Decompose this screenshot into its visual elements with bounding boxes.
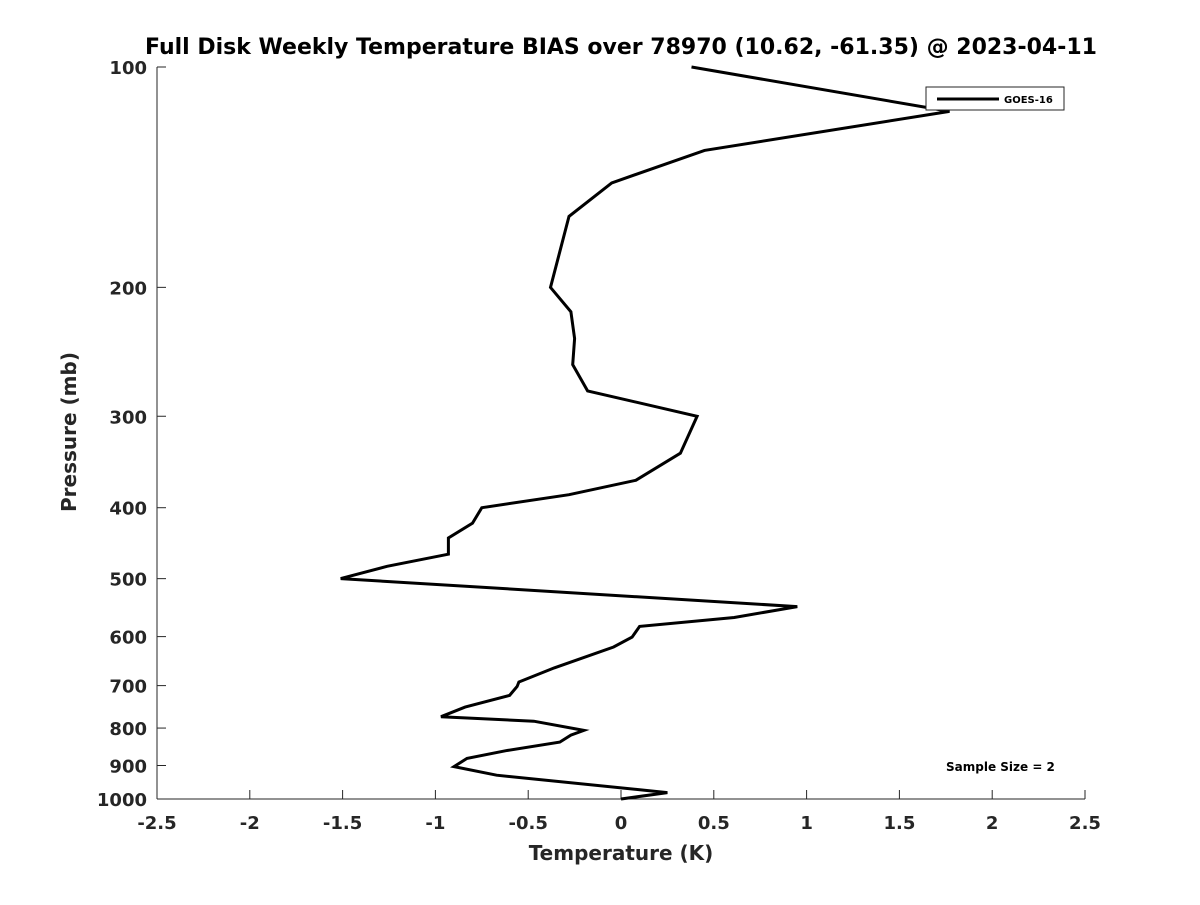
- legend-label-goes-16: GOES-16: [1004, 95, 1053, 106]
- x-axis-ticks: -2.5 -2 -1.5 -1 -0.5 0 0.5 1 1.5 2 2.5: [137, 790, 1101, 834]
- x-tick-label: -2: [240, 813, 260, 834]
- y-tick-label: 500: [109, 570, 147, 591]
- x-tick-label: 1.5: [883, 813, 915, 834]
- y-tick-label: 200: [109, 278, 147, 299]
- y-tick-label: 300: [109, 407, 147, 428]
- y-tick-label: 900: [109, 757, 147, 778]
- y-tick-label: 700: [109, 677, 147, 698]
- y-tick-label: 1000: [97, 790, 147, 811]
- x-axis-label: Temperature (K): [529, 841, 714, 865]
- y-tick-label: 600: [109, 628, 147, 649]
- x-tick-label: -1: [425, 813, 445, 834]
- legend: GOES-16: [925, 86, 1065, 111]
- y-tick-label: 400: [109, 499, 147, 520]
- x-tick-label: 2: [986, 813, 999, 834]
- x-tick-label: 1: [800, 813, 813, 834]
- x-tick-label: 0: [615, 813, 628, 834]
- sample-size-annotation: Sample Size = 2: [946, 760, 1055, 774]
- chart-title: Full Disk Weekly Temperature BIAS over 7…: [145, 35, 1097, 60]
- x-tick-label: 2.5: [1069, 813, 1101, 834]
- y-tick-label: 100: [109, 58, 147, 79]
- series-line-goes-16: [340, 65, 950, 801]
- x-tick-label: -2.5: [137, 813, 176, 834]
- x-tick-label: 0.5: [698, 813, 730, 834]
- y-tick-label: 800: [109, 719, 147, 740]
- x-tick-label: -1.5: [323, 813, 362, 834]
- y-axis-ticks: 100 200 300 400 500 600 700 800 900 1000: [97, 58, 166, 811]
- x-tick-label: -0.5: [509, 813, 548, 834]
- series-layer: [340, 65, 950, 801]
- y-axis-label: Pressure (mb): [57, 352, 81, 512]
